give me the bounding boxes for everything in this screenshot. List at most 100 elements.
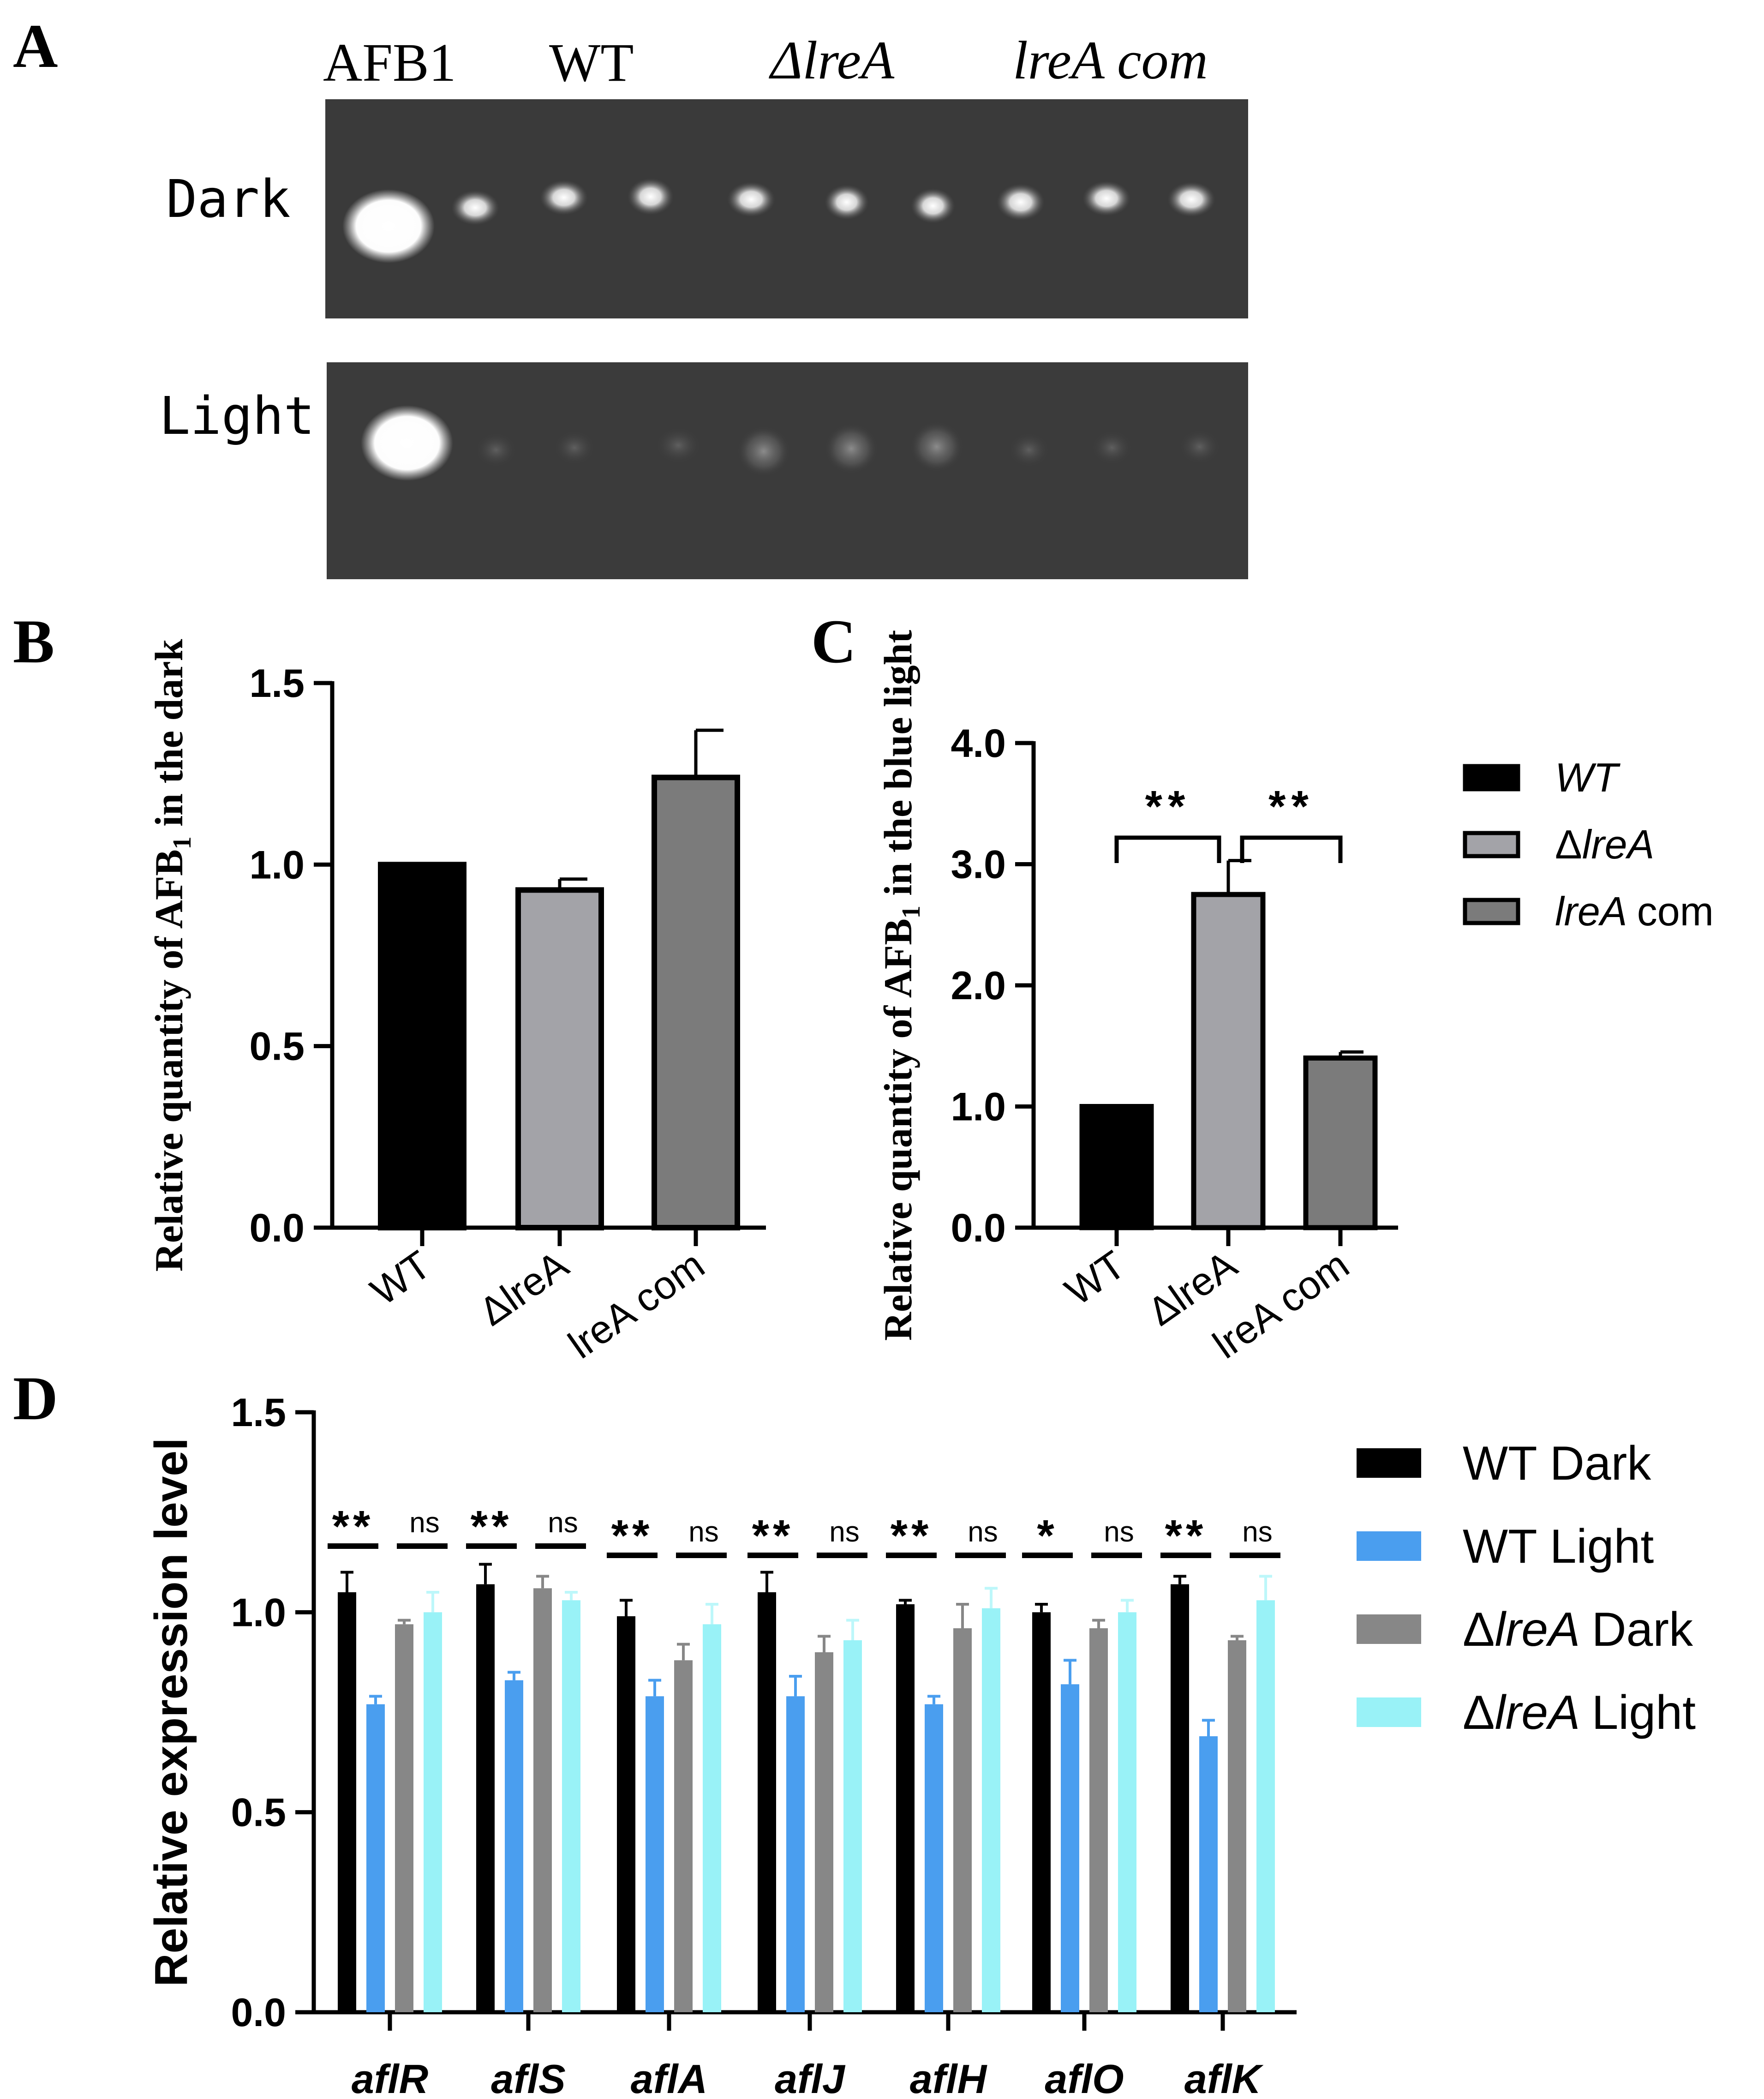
legend-swatch — [1463, 764, 1520, 792]
x-tick-label: aflO — [1045, 2056, 1124, 2099]
legend-label: ΔlreA Dark — [1463, 1603, 1693, 1656]
significance-label: ** — [611, 1511, 653, 1560]
significance-label: ns — [548, 1507, 578, 1539]
spot-dark-afb1 — [342, 189, 435, 263]
spot-dark-wt-1 — [451, 190, 499, 225]
significance-label: * — [1037, 1511, 1058, 1560]
spot-dark-com-2 — [1082, 181, 1130, 216]
spot-dark-dlrea-3 — [911, 188, 955, 223]
spot-light-wt-3 — [655, 427, 701, 464]
significance-label: ** — [1165, 1511, 1207, 1560]
bar--lrea-light-aflO — [1118, 1612, 1136, 2012]
legend-label: ΔlreA Light — [1463, 1686, 1696, 1739]
bar-wt-light-aflJ — [786, 1696, 805, 2012]
significance-label: ** — [752, 1511, 794, 1560]
x-tick-label: aflR — [352, 2056, 428, 2099]
spot-dark-dlrea-1 — [727, 182, 775, 217]
legend-label: WT — [1555, 755, 1620, 800]
y-tick-label: 1.0 — [249, 843, 305, 887]
significance-bracket — [1240, 835, 1343, 863]
x-tick-label: lreA com — [561, 1242, 712, 1367]
legend-swatch — [1357, 1614, 1421, 1644]
bar-wt-dark-aflH — [896, 1604, 915, 2012]
spot-light-dlrea-3 — [910, 421, 963, 472]
spot-dark-wt-3 — [628, 178, 674, 215]
chart-c: 0.0 1.0 2.0 3.0 4.0 Relative quantity of AFB1… — [876, 630, 1714, 1367]
legend-swatch — [1463, 831, 1520, 858]
y-axis-label: Relative quantity of AFB1 in the blue li… — [876, 630, 926, 1341]
bar--lrea-light-aflK — [1256, 1600, 1275, 2012]
panel-letter-a: A — [13, 12, 58, 81]
x-tick-label: aflK — [1184, 2056, 1264, 2099]
bar-wt-dark-aflA — [617, 1616, 635, 2012]
significance-label: ns — [688, 1516, 718, 1548]
bar-wt-light-aflH — [925, 1704, 943, 2012]
x-tick-label: WT — [1057, 1242, 1133, 1314]
y-axis-label: Relative expression level — [145, 1438, 197, 1987]
legend-label: ΔlreA — [1555, 822, 1654, 867]
significance-label: ** — [1145, 782, 1191, 831]
significance-label: ** — [1268, 782, 1314, 831]
spot-light-dlrea-2 — [825, 423, 878, 474]
lane-label-dlrea: ΔlreA — [769, 30, 895, 90]
significance-label: ns — [1104, 1516, 1134, 1548]
legend-swatch — [1463, 898, 1520, 925]
bar-3 — [652, 774, 740, 1230]
bar-wt-dark-aflJ — [758, 1592, 776, 2012]
spot-light-wt-1 — [475, 432, 517, 468]
y-tick-label: 1.5 — [231, 1391, 286, 1435]
x-tick-label: aflA — [631, 2056, 707, 2099]
chart-d: 0.0 0.5 1.0 1.5 Relative expression level afl… — [145, 1391, 1696, 2099]
y-axis-label: Relative quantity of AFB1 in the dark — [147, 639, 197, 1272]
x-tick-label: aflS — [491, 2056, 565, 2099]
y-tick-label: 1.0 — [231, 1590, 286, 1635]
spot-dark-wt-2 — [540, 180, 588, 215]
bar-wt-light-aflO — [1061, 1684, 1079, 2012]
panel-letter-d: D — [13, 1364, 58, 1433]
gel-dark — [325, 99, 1248, 318]
y-tick-label: 0.5 — [231, 1791, 286, 1835]
row-label-light: Light — [159, 386, 315, 446]
bar--lrea-dark-aflS — [533, 1588, 552, 2012]
chart-b: 0.0 0.5 1.0 1.5 Relative quantity of AFB1 in… — [147, 639, 766, 1367]
bar-3 — [1303, 1055, 1378, 1230]
spot-light-com-2 — [1091, 430, 1133, 465]
significance-bracket — [1114, 835, 1221, 863]
bar--lrea-dark-aflH — [953, 1628, 972, 2012]
lane-label-wt: WT — [549, 32, 634, 93]
legend-label: WT Light — [1463, 1520, 1654, 1573]
significance-label: ** — [891, 1511, 933, 1560]
lane-label-lrea-com: lreA com — [1013, 30, 1208, 90]
spot-dark-com-3 — [1167, 182, 1215, 217]
significance-label: ns — [829, 1516, 859, 1548]
significance-label: ns — [1242, 1516, 1272, 1548]
y-tick-label: 0.0 — [951, 1206, 1006, 1250]
y-tick-label: 4.0 — [951, 721, 1006, 766]
spot-light-com-3 — [1179, 429, 1220, 464]
row-label-dark: Dark — [166, 169, 291, 229]
significance-label: ** — [471, 1502, 513, 1551]
spot-light-dlrea-1 — [737, 426, 790, 477]
x-tick-label: aflH — [910, 2056, 988, 2099]
bar-wt-light-aflR — [366, 1704, 385, 2012]
y-tick-label: 2.0 — [951, 964, 1006, 1008]
bar--lrea-light-aflH — [982, 1608, 1000, 2012]
bar-wt-dark-aflK — [1171, 1584, 1189, 2012]
y-tick-label: 3.0 — [951, 843, 1006, 887]
bar-wt-light-aflK — [1199, 1736, 1218, 2012]
legend-swatch — [1357, 1531, 1421, 1561]
significance-label: ns — [409, 1507, 439, 1539]
bar--lrea-light-aflR — [424, 1612, 442, 2012]
bar-wt-light-aflS — [505, 1680, 523, 2012]
significance-label: ** — [332, 1502, 374, 1551]
bar-2 — [515, 887, 604, 1230]
bar-1 — [378, 862, 466, 1231]
x-tick-label: WT — [363, 1242, 439, 1314]
x-tick-label: ΔlreA — [471, 1242, 576, 1335]
spot-dark-dlrea-2 — [825, 185, 869, 220]
significance-label: ns — [968, 1516, 998, 1548]
gel-light-plate — [327, 362, 1248, 579]
bar--lrea-dark-aflR — [395, 1624, 413, 2012]
legend-label: lreA com — [1555, 888, 1714, 934]
